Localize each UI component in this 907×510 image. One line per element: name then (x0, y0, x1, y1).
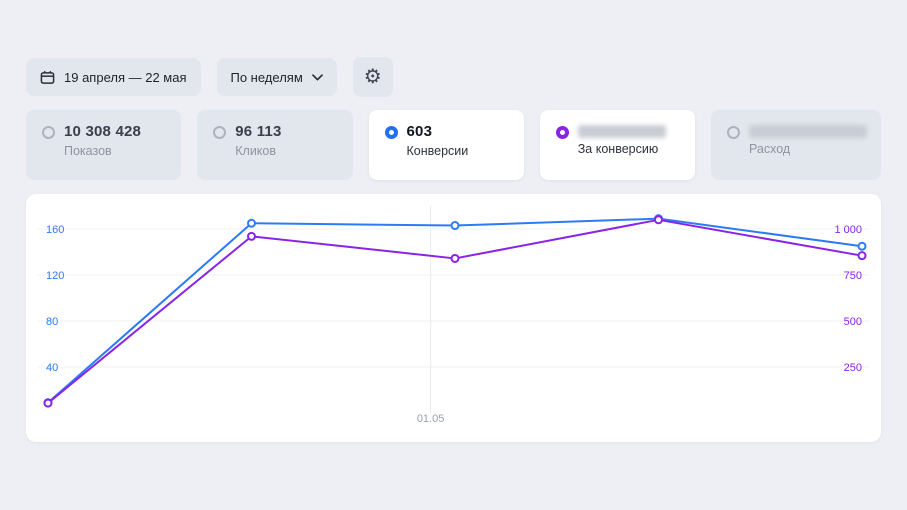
metric-label: Конверсии (406, 144, 469, 158)
dashboard: 19 апреля — 22 мая По неделям ⚙︎ 10 308 … (26, 57, 881, 442)
metric-card-spend[interactable]: Расход (711, 110, 881, 180)
data-point[interactable] (450, 253, 460, 263)
right-axis-tick-label: 1 000 (834, 224, 862, 236)
metric-radio-icon (555, 126, 569, 139)
date-range-label: 19 апреля — 22 мая (64, 69, 187, 85)
right-axis-tick-label: 250 (844, 362, 862, 374)
chart-canvas[interactable]: 01.05 40 80 120 160 250 500 750 1 000 (26, 194, 881, 442)
metric-radio-icon (213, 126, 227, 139)
metric-label: Показов (64, 144, 112, 158)
date-range-button[interactable]: 19 апреля — 22 мая (26, 58, 201, 96)
data-point[interactable] (857, 241, 867, 251)
toolbar: 19 апреля — 22 мая По неделям ⚙︎ (26, 57, 881, 97)
left-axis-tick-label: 80 (46, 316, 58, 328)
metric-card-clicks[interactable]: 96 113 Кликов (197, 110, 353, 180)
left-axis-tick-label: 120 (46, 270, 64, 282)
metrics-row: 10 308 428 Показов 96 113 Кликов 603 Кон… (26, 110, 881, 180)
series-line (47, 217, 863, 404)
chart-card: 01.05 40 80 120 160 250 500 750 1 000 (26, 194, 881, 442)
data-point[interactable] (247, 231, 256, 241)
metric-value: 603 (406, 123, 433, 140)
left-axis-tick-label: 40 (46, 362, 58, 374)
metric-label: Расход (749, 142, 791, 156)
masked-value (577, 125, 666, 138)
metric-label: Кликов (235, 144, 277, 158)
metric-card-cost-per-conversion[interactable]: За конверсию (539, 110, 695, 180)
metric-value: 96 113 (235, 123, 282, 140)
data-point[interactable] (654, 215, 663, 225)
metric-radio-icon (384, 126, 398, 139)
metric-label: За конверсию (577, 142, 659, 156)
calendar-icon (40, 70, 55, 85)
settings-button[interactable]: ⚙︎ (352, 57, 393, 97)
right-axis-tick-label: 500 (844, 316, 862, 328)
left-axis-tick-label: 160 (46, 224, 64, 236)
chevron-down-icon (311, 73, 323, 81)
metric-value: 10 308 428 (64, 123, 142, 140)
granularity-select[interactable]: По неделям (216, 58, 337, 96)
gear-icon: ⚙︎ (363, 66, 382, 88)
metric-radio-icon (727, 126, 740, 139)
metric-card-conversions[interactable]: 603 Конверсии (368, 110, 524, 180)
data-point[interactable] (43, 398, 53, 408)
masked-value (749, 125, 867, 138)
x-axis-tick-label: 01.05 (417, 413, 445, 425)
metric-radio-icon (42, 126, 55, 139)
data-point[interactable] (857, 251, 867, 261)
granularity-label: По неделям (230, 69, 303, 85)
series-line (47, 218, 863, 405)
data-point[interactable] (247, 218, 256, 228)
right-axis-tick-label: 750 (844, 270, 862, 282)
data-point[interactable] (450, 221, 460, 231)
metric-card-impressions[interactable]: 10 308 428 Показов (26, 110, 182, 180)
